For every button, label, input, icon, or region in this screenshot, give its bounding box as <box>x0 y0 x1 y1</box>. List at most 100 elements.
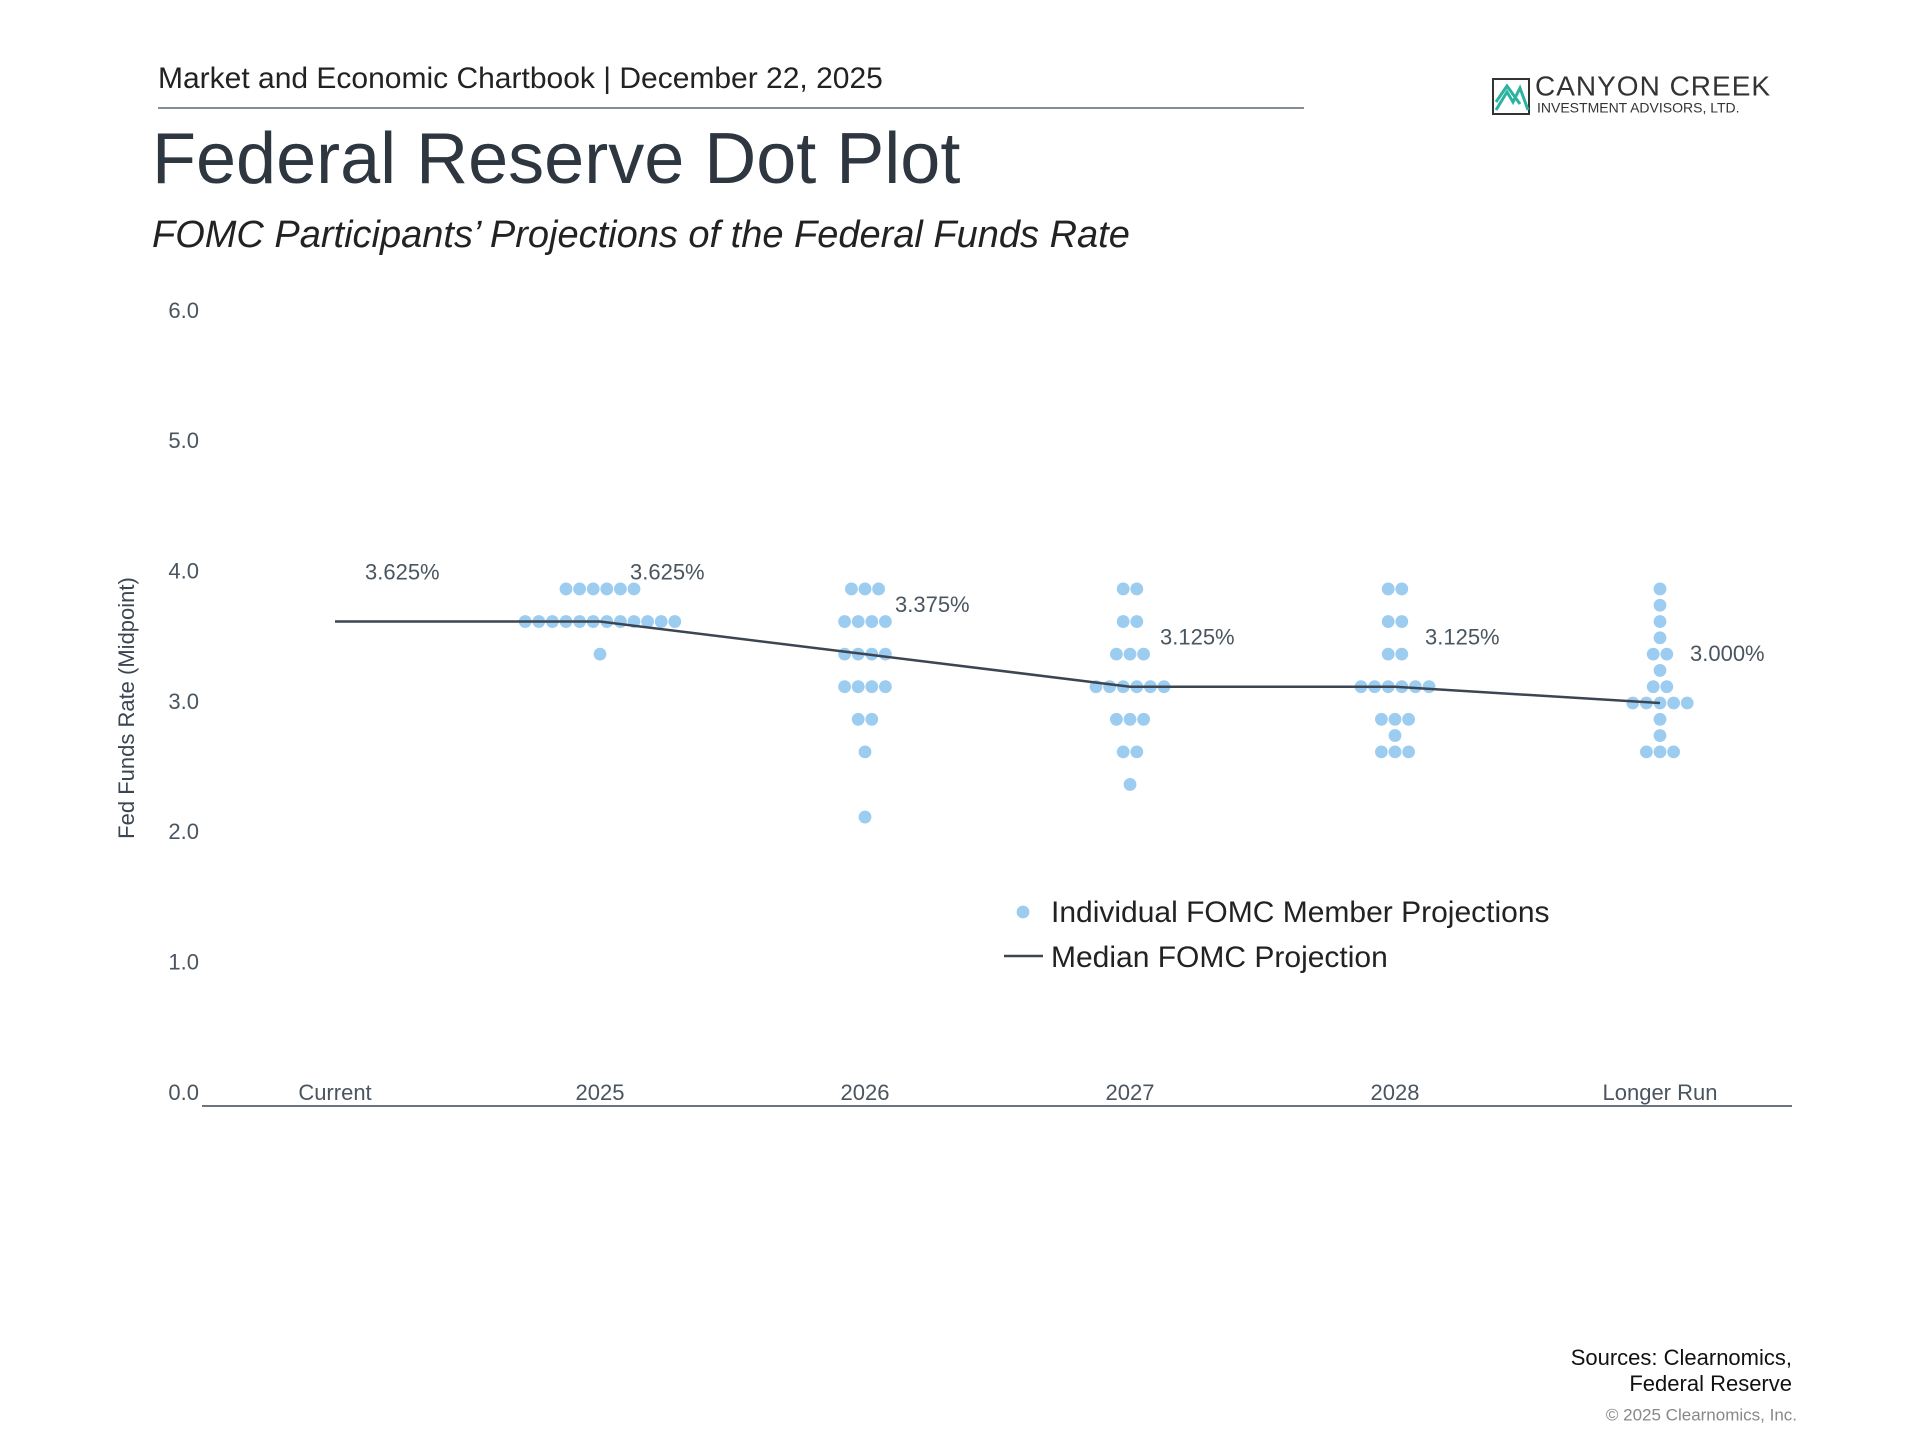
median-label: 3.125% <box>1160 625 1235 650</box>
median-label: 3.375% <box>895 592 970 617</box>
projection-dot <box>593 647 607 661</box>
header-text: Market and Economic Chartbook | December… <box>158 62 883 95</box>
projection-dot <box>1680 696 1694 710</box>
projection-dot <box>1653 598 1667 612</box>
projection-dot <box>1375 712 1388 726</box>
projection-dot <box>1123 712 1137 726</box>
sources: Federal Reserve <box>1629 1371 1792 1396</box>
projection-dot <box>1381 615 1395 628</box>
chart-subtitle: FOMC Participants’ Projections of the Fe… <box>152 214 1130 256</box>
projection-dot <box>879 615 892 628</box>
projection-dot <box>858 582 872 596</box>
projection-dot <box>1653 729 1667 742</box>
x-tick-label: Longer Run <box>1603 1080 1718 1105</box>
median-label: 3.000% <box>1690 641 1765 666</box>
projection-dot <box>600 582 614 596</box>
projection-dot <box>865 680 879 694</box>
projection-dot <box>654 615 668 628</box>
y-tick-label: 1.0 <box>168 949 199 974</box>
x-tick-label: 2028 <box>1371 1080 1420 1105</box>
projection-dot <box>1103 680 1116 694</box>
projection-dot <box>1395 582 1409 596</box>
projection-dot <box>865 615 879 628</box>
projection-dot <box>1130 582 1144 596</box>
projection-dot <box>851 615 865 628</box>
projection-dot <box>1653 615 1667 628</box>
projection-dot <box>1653 712 1667 726</box>
projection-dot <box>872 582 885 596</box>
projection-dot <box>1123 778 1137 791</box>
projection-dot <box>838 615 851 628</box>
projection-dot <box>1130 745 1144 759</box>
projection-dot <box>838 680 851 694</box>
projection-dot <box>1395 647 1409 661</box>
projection-dot <box>668 615 682 628</box>
projection-dot <box>586 582 600 596</box>
legend-label: Median FOMC Projection <box>1051 941 1388 974</box>
projection-dot <box>838 647 851 661</box>
projection-dot <box>1653 631 1667 645</box>
projection-dot <box>1116 615 1130 628</box>
median-label: 3.625% <box>365 559 440 584</box>
projection-dot <box>1137 712 1150 726</box>
y-tick-label: 3.0 <box>168 689 199 714</box>
projection-dot <box>858 745 872 759</box>
projection-dot <box>1388 745 1402 759</box>
projection-dot <box>858 810 872 824</box>
projection-dot <box>627 582 641 596</box>
projection-dot <box>1660 647 1674 661</box>
median-label: 3.625% <box>630 559 705 584</box>
legend-dot <box>1016 905 1030 919</box>
projection-dot <box>1116 582 1130 596</box>
projection-dot <box>614 582 627 596</box>
projection-dot <box>559 582 573 596</box>
projection-dot <box>1626 696 1640 710</box>
y-axis-label: Fed Funds Rate (Midpoint) <box>114 577 139 839</box>
legend-label: Individual FOMC Member Projections <box>1051 896 1550 929</box>
x-tick-label: 2027 <box>1106 1080 1155 1105</box>
logo: CANYON CREEK INVESTMENT ADVISORS, LTD. <box>1492 70 1770 116</box>
projection-dot <box>573 582 586 596</box>
logo-sub: INVESTMENT ADVISORS, LTD. <box>1537 100 1740 116</box>
x-tick-label: 2026 <box>841 1080 890 1105</box>
projection-dot <box>1381 647 1395 661</box>
projection-dot <box>1653 664 1667 677</box>
projection-dot <box>1409 680 1422 694</box>
projection-dot <box>1653 582 1667 596</box>
x-tick-label: Current <box>298 1080 371 1105</box>
x-tick-label: 2025 <box>576 1080 625 1105</box>
sources: Sources: Clearnomics, <box>1571 1345 1792 1370</box>
y-tick-label: 0.0 <box>168 1080 199 1105</box>
logo-mark <box>1494 83 1530 111</box>
projection-dot <box>1646 647 1660 661</box>
projection-dot <box>641 615 654 628</box>
projection-dot <box>1137 647 1150 661</box>
y-tick-label: 2.0 <box>168 819 199 844</box>
projection-dot <box>879 647 892 661</box>
projection-dot <box>851 680 865 694</box>
projection-dot <box>1123 647 1137 661</box>
projection-dot <box>1653 745 1667 759</box>
projection-dot <box>1402 745 1415 759</box>
projection-dot <box>1395 615 1409 628</box>
y-tick-label: 4.0 <box>168 558 199 583</box>
y-tick-label: 6.0 <box>168 298 199 323</box>
projection-dot <box>1422 680 1436 694</box>
projection-dot <box>614 615 627 628</box>
projection-dot <box>1402 712 1415 726</box>
projection-dot <box>1640 745 1653 759</box>
projection-dot <box>1381 582 1395 596</box>
chart-title: Federal Reserve Dot Plot <box>152 119 960 199</box>
projection-dot <box>865 712 879 726</box>
projection-dot <box>1116 745 1130 759</box>
median-line <box>335 620 1661 705</box>
projection-dot <box>879 680 892 694</box>
projection-dot <box>1110 647 1123 661</box>
projection-dot <box>851 712 865 726</box>
projection-dot <box>1667 745 1680 759</box>
logo-box <box>1492 78 1530 115</box>
projection-dot <box>1130 615 1144 628</box>
projection-dot <box>845 582 858 596</box>
